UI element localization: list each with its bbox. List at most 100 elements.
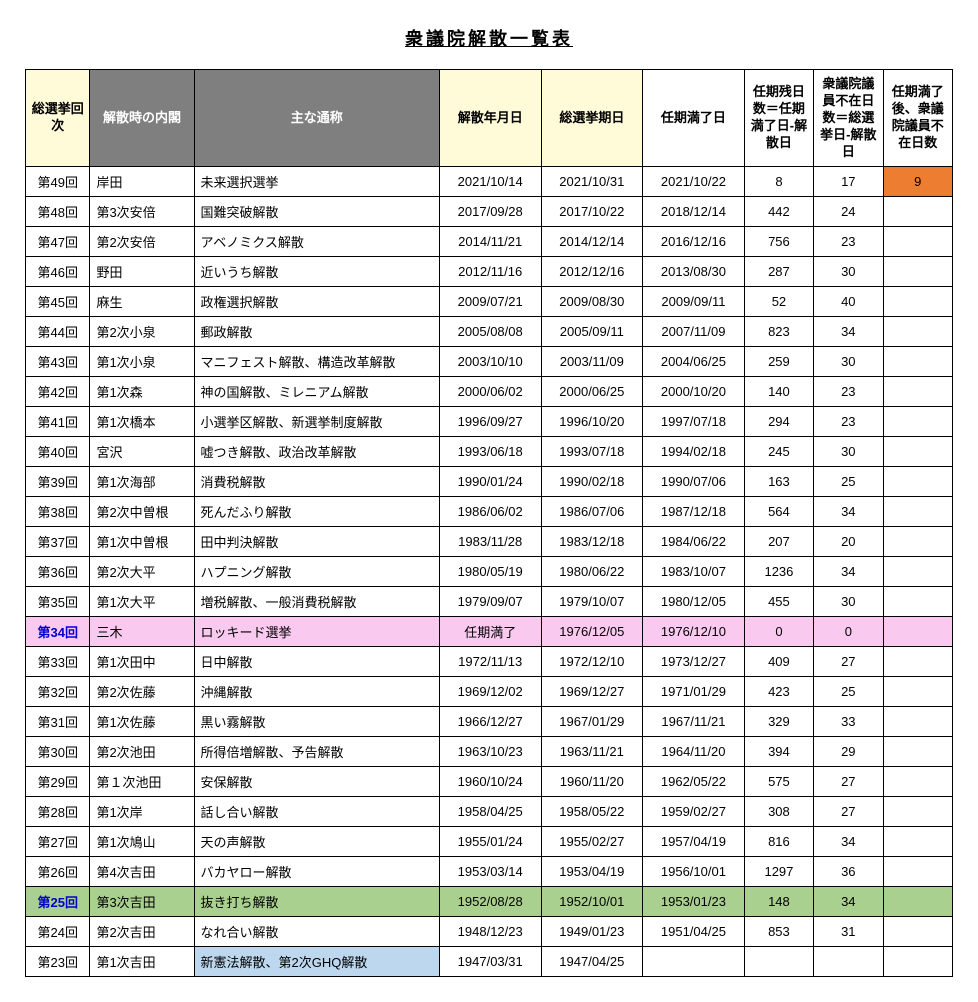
cell-d3 xyxy=(883,797,952,827)
cell-num: 第46回 xyxy=(26,257,90,287)
cell-diss: 1969/12/02 xyxy=(439,677,541,707)
cell-name: 抜き打ち解散 xyxy=(194,887,439,917)
cell-d3 xyxy=(883,707,952,737)
cell-d2: 29 xyxy=(814,737,883,767)
table-row: 第37回第1次中曽根田中判決解散1983/11/281983/12/181984… xyxy=(26,527,953,557)
cell-diss: 2009/07/21 xyxy=(439,287,541,317)
cell-d1: 1297 xyxy=(744,857,813,887)
cell-diss: 1948/12/23 xyxy=(439,917,541,947)
cell-d2: 24 xyxy=(814,197,883,227)
cell-elec: 1969/12/27 xyxy=(541,677,643,707)
cell-d2: 23 xyxy=(814,227,883,257)
table-row: 第46回野田近いうち解散2012/11/162012/12/162013/08/… xyxy=(26,257,953,287)
cell-cab: 第3次吉田 xyxy=(90,887,194,917)
cell-name: 新憲法解散、第2次GHQ解散 xyxy=(194,947,439,977)
cell-cab: 第2次池田 xyxy=(90,737,194,767)
cell-name: 黒い霧解散 xyxy=(194,707,439,737)
cell-d3 xyxy=(883,437,952,467)
table-row: 第36回第2次大平ハプニング解散1980/05/191980/06/221983… xyxy=(26,557,953,587)
cell-name: ロッキード選挙 xyxy=(194,617,439,647)
cell-term: 1987/12/18 xyxy=(643,497,745,527)
cell-d3 xyxy=(883,587,952,617)
cell-cab: 野田 xyxy=(90,257,194,287)
cell-diss: 1952/08/28 xyxy=(439,887,541,917)
table-row: 第26回第4次吉田バカヤロー解散1953/03/141953/04/191956… xyxy=(26,857,953,887)
cell-diss: 1990/01/24 xyxy=(439,467,541,497)
cell-term: 1976/12/10 xyxy=(643,617,745,647)
cell-d3 xyxy=(883,947,952,977)
table-row: 第25回第3次吉田抜き打ち解散1952/08/281952/10/011953/… xyxy=(26,887,953,917)
cell-elec: 2017/10/22 xyxy=(541,197,643,227)
cell-cab: 第1次田中 xyxy=(90,647,194,677)
cell-name: バカヤロー解散 xyxy=(194,857,439,887)
col-cab: 解散時の内閣 xyxy=(90,70,194,167)
col-num: 総選挙回次 xyxy=(26,70,90,167)
cell-diss: 1955/01/24 xyxy=(439,827,541,857)
cell-d1: 409 xyxy=(744,647,813,677)
cell-num: 第45回 xyxy=(26,287,90,317)
cell-d2: 36 xyxy=(814,857,883,887)
table-row: 第48回第3次安倍国難突破解散2017/09/282017/10/222018/… xyxy=(26,197,953,227)
cell-d3 xyxy=(883,317,952,347)
cell-name: 政権選択解散 xyxy=(194,287,439,317)
cell-term: 1957/04/19 xyxy=(643,827,745,857)
cell-name: 話し合い解散 xyxy=(194,797,439,827)
cell-cab: 第1次小泉 xyxy=(90,347,194,377)
cell-d1: 8 xyxy=(744,167,813,197)
table-row: 第27回第1次鳩山天の声解散1955/01/241955/02/271957/0… xyxy=(26,827,953,857)
cell-diss: 1996/09/27 xyxy=(439,407,541,437)
cell-diss: 1979/09/07 xyxy=(439,587,541,617)
table-row: 第38回第2次中曽根死んだふり解散1986/06/021986/07/06198… xyxy=(26,497,953,527)
cell-num: 第31回 xyxy=(26,707,90,737)
cell-d2: 23 xyxy=(814,377,883,407)
table-row: 第49回岸田未来選択選挙2021/10/142021/10/312021/10/… xyxy=(26,167,953,197)
cell-elec: 1976/12/05 xyxy=(541,617,643,647)
cell-d1: 756 xyxy=(744,227,813,257)
cell-name: 天の声解散 xyxy=(194,827,439,857)
cell-name: 増税解散、一般消費税解散 xyxy=(194,587,439,617)
cell-elec: 1953/04/19 xyxy=(541,857,643,887)
cell-diss: 1958/04/25 xyxy=(439,797,541,827)
table-row: 第47回第2次安倍アベノミクス解散2014/11/212014/12/14201… xyxy=(26,227,953,257)
cell-d2: 25 xyxy=(814,467,883,497)
cell-elec: 2000/06/25 xyxy=(541,377,643,407)
cell-num: 第25回 xyxy=(26,887,90,917)
cell-elec: 2021/10/31 xyxy=(541,167,643,197)
cell-cab: 岸田 xyxy=(90,167,194,197)
cell-cab: 第1次海部 xyxy=(90,467,194,497)
cell-elec: 1952/10/01 xyxy=(541,887,643,917)
cell-term: 2013/08/30 xyxy=(643,257,745,287)
cell-name: 所得倍増解散、予告解散 xyxy=(194,737,439,767)
cell-diss: 1993/06/18 xyxy=(439,437,541,467)
cell-d2: 34 xyxy=(814,557,883,587)
cell-num: 第47回 xyxy=(26,227,90,257)
page-title: 衆議院解散一覧表 xyxy=(25,25,953,51)
cell-elec: 1955/02/27 xyxy=(541,827,643,857)
cell-d2: 33 xyxy=(814,707,883,737)
cell-name: ハプニング解散 xyxy=(194,557,439,587)
cell-d1: 575 xyxy=(744,767,813,797)
cell-cab: 第1次吉田 xyxy=(90,947,194,977)
cell-elec: 1963/11/21 xyxy=(541,737,643,767)
cell-cab: 第1次岸 xyxy=(90,797,194,827)
cell-d2: 30 xyxy=(814,257,883,287)
cell-elec: 1979/10/07 xyxy=(541,587,643,617)
cell-cab: 三木 xyxy=(90,617,194,647)
dissolution-table: 総選挙回次 解散時の内閣 主な通称 解散年月日 総選挙期日 任期満了日 任期残日… xyxy=(25,69,953,977)
cell-d1: 823 xyxy=(744,317,813,347)
cell-diss: 1980/05/19 xyxy=(439,557,541,587)
cell-term: 1951/04/25 xyxy=(643,917,745,947)
cell-d3 xyxy=(883,227,952,257)
cell-d2: 30 xyxy=(814,347,883,377)
table-row: 第24回第2次吉田なれ合い解散1948/12/231949/01/231951/… xyxy=(26,917,953,947)
cell-d3 xyxy=(883,887,952,917)
table-row: 第44回第2次小泉郵政解散2005/08/082005/09/112007/11… xyxy=(26,317,953,347)
table-row: 第34回三木ロッキード選挙任期満了1976/12/051976/12/1000 xyxy=(26,617,953,647)
cell-d2: 30 xyxy=(814,587,883,617)
cell-d3 xyxy=(883,467,952,497)
cell-num: 第33回 xyxy=(26,647,90,677)
cell-name: なれ合い解散 xyxy=(194,917,439,947)
cell-term: 1953/01/23 xyxy=(643,887,745,917)
cell-term: 1971/01/29 xyxy=(643,677,745,707)
cell-num: 第35回 xyxy=(26,587,90,617)
